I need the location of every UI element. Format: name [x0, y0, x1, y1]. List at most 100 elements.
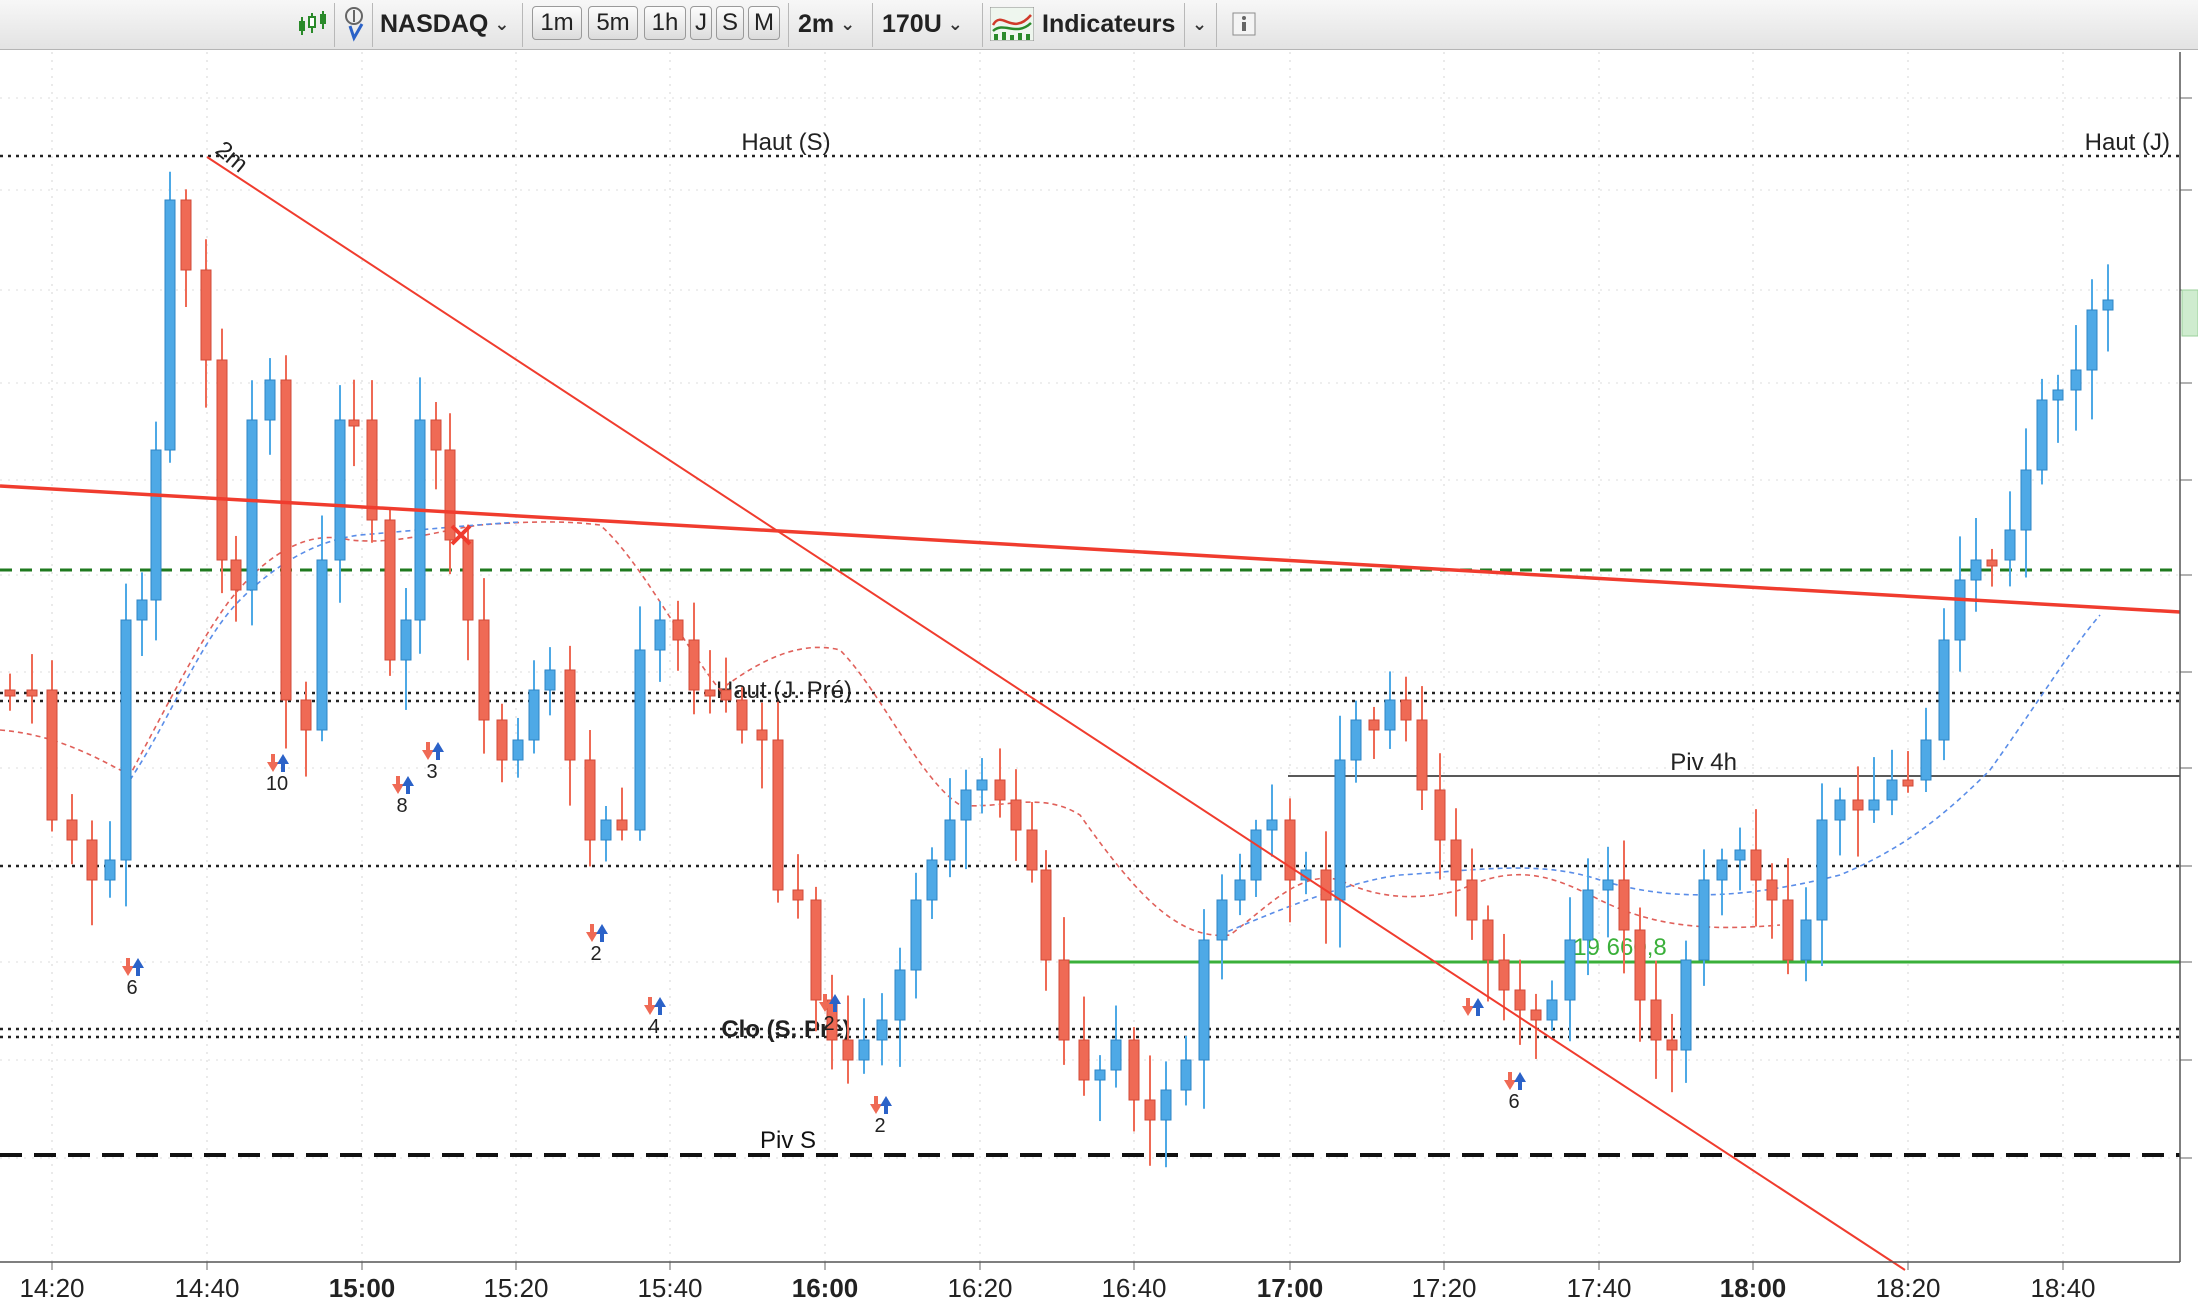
units-selector[interactable]: 170U ⌄ — [882, 6, 963, 42]
sell-arrow-icon — [1462, 998, 1474, 1016]
candle-body — [1666, 1039, 1678, 1051]
indicators-icon — [990, 7, 1034, 41]
interval-selector[interactable]: 2m ⌄ — [798, 6, 855, 42]
timeframe-day-button[interactable]: J — [690, 6, 712, 40]
symbol-selector[interactable]: NASDAQ ⌄ — [380, 6, 509, 42]
candle-body — [944, 819, 956, 861]
candle-body — [1334, 759, 1346, 901]
candle-body — [1350, 719, 1362, 761]
buy-arrow-icon — [402, 776, 414, 794]
candle-body — [384, 519, 396, 661]
candle-body — [756, 729, 768, 741]
candle-body — [2004, 529, 2016, 561]
candle-body — [348, 419, 360, 427]
candle-body — [1698, 879, 1710, 961]
candle-body — [46, 689, 58, 821]
candle-body — [584, 759, 596, 841]
candle-body — [1530, 1009, 1542, 1021]
time-tick-label: 14:20 — [19, 1273, 84, 1298]
indicators-button[interactable]: Indicateurs — [990, 6, 1175, 42]
chevron-down-icon: ⌄ — [947, 13, 963, 34]
candle-body — [1766, 879, 1778, 901]
time-tick-label: 15:40 — [637, 1273, 702, 1298]
candle-body — [334, 419, 346, 561]
signal-count: 3 — [426, 761, 437, 783]
moving-average-blue — [129, 521, 2101, 936]
time-tick-label: 16:20 — [947, 1273, 1012, 1298]
candle-body — [810, 899, 822, 1001]
candle-body — [772, 739, 784, 891]
candle-body — [400, 619, 412, 661]
candle-body — [1320, 869, 1332, 901]
signal-count: 10 — [266, 773, 288, 795]
candle-body — [300, 699, 312, 731]
info-icon[interactable] — [1232, 6, 1256, 42]
signal-count: 2 — [874, 1115, 885, 1137]
candle-body — [1680, 959, 1692, 1051]
buy-arrow-icon — [1514, 1072, 1526, 1090]
candle-body — [1010, 799, 1022, 831]
level-label: Piv 4h — [1670, 749, 1737, 776]
signal-count: 2 — [590, 943, 601, 965]
indicators-dropdown[interactable]: ⌄ — [1192, 6, 1207, 42]
timeframe-5m-button[interactable]: 5m — [588, 6, 638, 40]
time-tick-label: 17:20 — [1411, 1273, 1476, 1298]
candle-body — [976, 779, 988, 791]
moving-averages — [0, 521, 2101, 937]
trend-label: 2m — [210, 136, 253, 178]
candle-body — [1400, 699, 1412, 721]
candle-body — [444, 449, 456, 541]
timeframe-week-button[interactable]: S — [716, 6, 744, 40]
candle-body — [1514, 989, 1526, 1011]
candle-body — [512, 739, 524, 761]
candle-body — [26, 689, 38, 697]
candle-body — [2052, 389, 2064, 401]
candle-body — [86, 839, 98, 881]
candle-body — [1482, 919, 1494, 961]
last-price-marker — [2181, 289, 2198, 337]
candle-body — [894, 969, 906, 1021]
timeframe-1h-button[interactable]: 1h — [644, 6, 686, 40]
candle-body — [1564, 939, 1576, 1001]
candle-body — [616, 819, 628, 831]
candle-body — [1180, 1059, 1192, 1091]
price-axis — [2179, 52, 2198, 1262]
candle-body — [1938, 639, 1950, 741]
candle-body — [1128, 1039, 1140, 1101]
candle-body — [1266, 819, 1278, 831]
candle-body — [462, 539, 474, 621]
candlestick-icon[interactable] — [296, 6, 330, 42]
time-tick-label: 15:00 — [329, 1273, 396, 1298]
level-label: Haut (J) — [2085, 129, 2170, 156]
time-tick-label: 17:00 — [1257, 1273, 1324, 1298]
chevron-down-icon: ⌄ — [840, 13, 856, 34]
candle-body — [66, 819, 78, 841]
candle-body — [246, 419, 258, 591]
candle-body — [1816, 819, 1828, 921]
timeframe-1m-button[interactable]: 1m — [532, 6, 582, 40]
sell-arrow-icon — [1504, 1072, 1516, 1090]
candle-body — [264, 379, 276, 421]
candle-body — [1284, 819, 1296, 881]
candle-body — [1954, 579, 1966, 641]
candle-body — [180, 199, 192, 271]
candle-body — [1834, 799, 1846, 821]
buy-arrow-icon — [132, 958, 144, 976]
candle-body — [1634, 929, 1646, 1001]
candle-body — [430, 419, 442, 451]
candle-body — [1450, 839, 1462, 881]
candle-body — [1026, 829, 1038, 871]
cursor-icon[interactable] — [340, 6, 370, 42]
candle-body — [1920, 739, 1932, 781]
sell-arrow-icon — [819, 994, 831, 1012]
candle-body — [842, 1039, 854, 1061]
symbol-label: NASDAQ — [380, 9, 489, 38]
timeframe-month-button[interactable]: M — [748, 6, 780, 40]
candle-body — [1216, 899, 1228, 941]
candle-body — [634, 649, 646, 831]
candlesticks — [4, 171, 2114, 1168]
time-tick-label: 16:00 — [792, 1273, 859, 1298]
candle-body — [1250, 829, 1262, 881]
candle-body — [994, 779, 1006, 801]
